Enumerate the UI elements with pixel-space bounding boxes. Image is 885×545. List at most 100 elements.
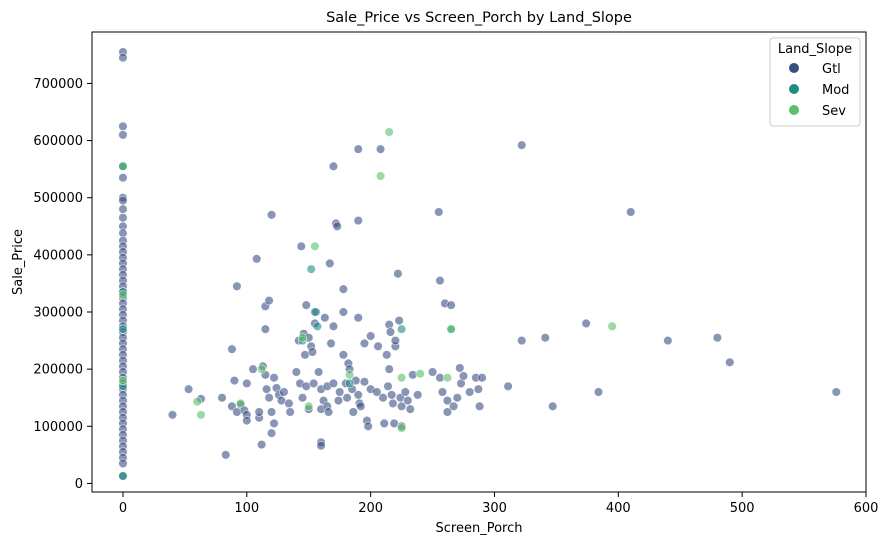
data-point-gtl — [378, 393, 388, 403]
data-point-gtl — [379, 418, 389, 429]
data-point-gtl — [328, 161, 339, 171]
data-point-gtl — [540, 333, 550, 343]
legend-title: Land_Slope — [778, 42, 852, 57]
data-point-gtl — [517, 140, 527, 150]
axes-frame — [91, 31, 867, 493]
data-point-gtl — [831, 387, 841, 397]
data-point-gtl — [316, 441, 326, 451]
data-point-gtl — [264, 393, 274, 403]
x-tick-label: 300 — [482, 501, 507, 516]
legend-marker-mod — [789, 84, 799, 94]
data-point-gtl — [387, 390, 397, 400]
data-point-gtl — [242, 378, 252, 389]
data-point-gtl — [449, 401, 459, 411]
data-point-gtl — [309, 378, 319, 389]
data-point-gtl — [517, 335, 527, 346]
data-point-gtl — [353, 144, 363, 154]
y-axis-label: Sale_Price — [11, 229, 26, 295]
data-point-sev — [236, 398, 246, 409]
data-point-sev — [344, 370, 355, 380]
data-point-gtl — [548, 401, 558, 411]
data-point-gtl — [252, 254, 262, 264]
data-point-gtl — [363, 421, 373, 431]
data-point-gtl — [229, 375, 240, 386]
data-point-sev — [397, 373, 407, 383]
data-point-gtl — [257, 439, 267, 450]
y-tick-label: 700000 — [33, 77, 83, 92]
data-point-gtl — [581, 318, 591, 329]
data-point-sev — [257, 364, 267, 374]
data-point-gtl — [118, 121, 128, 131]
data-point-gtl — [242, 415, 252, 426]
legend-label-sev: Sev — [822, 104, 846, 119]
x-tick-label: 0 — [119, 501, 127, 516]
data-point-gtl — [382, 350, 392, 360]
data-point-gtl — [373, 341, 383, 351]
data-point-gtl — [285, 407, 295, 417]
data-point-mod — [344, 378, 355, 389]
data-point-gtl — [338, 307, 348, 317]
data-point-gtl — [328, 378, 339, 389]
data-point-gtl — [269, 418, 279, 429]
data-point-sev — [118, 290, 128, 300]
data-point-sev — [607, 321, 617, 331]
legend-marker-sev — [789, 105, 799, 115]
data-point-gtl — [725, 357, 735, 367]
legend-label-mod: Mod — [822, 83, 849, 98]
data-point-gtl — [434, 207, 444, 217]
data-point-mod — [306, 264, 316, 274]
data-point-gtl — [359, 338, 370, 349]
data-point-gtl — [626, 207, 636, 217]
data-point-gtl — [167, 410, 178, 420]
data-point-gtl — [254, 407, 264, 417]
legend-label-gtl: Gtl — [822, 62, 841, 77]
data-point-sev — [118, 161, 128, 171]
data-point-gtl — [385, 327, 396, 337]
data-point-gtl — [437, 387, 448, 397]
data-point-gtl — [118, 130, 128, 140]
data-point-gtl — [118, 195, 128, 206]
data-point-gtl — [393, 269, 403, 279]
data-point-gtl — [296, 241, 306, 251]
data-point-gtl — [323, 407, 334, 417]
data-point-gtl — [332, 221, 342, 231]
data-point-gtl — [477, 373, 487, 383]
data-point-gtl — [397, 401, 407, 411]
data-point-sev — [397, 423, 407, 433]
data-point-gtl — [353, 215, 363, 226]
data-point-gtl — [264, 295, 274, 306]
y-tick-label: 300000 — [33, 306, 83, 321]
data-point-gtl — [405, 404, 415, 414]
data-point-gtl — [227, 344, 237, 354]
points-layer — [118, 47, 841, 481]
y-tick-label: 600000 — [33, 134, 83, 149]
data-point-gtl — [320, 313, 330, 323]
data-point-gtl — [248, 364, 258, 374]
data-point-gtl — [394, 315, 404, 326]
data-point-gtl — [279, 387, 289, 397]
data-point-gtl — [400, 387, 410, 397]
data-point-gtl — [266, 428, 277, 438]
data-point-gtl — [712, 333, 722, 343]
data-point-sev — [310, 241, 320, 251]
legend-items: Gtl Mod Sev — [789, 62, 849, 119]
data-point-gtl — [473, 384, 483, 394]
legend-marker-gtl — [789, 63, 799, 73]
chart-title: Sale_Price vs Screen_Porch by Land_Slope — [326, 10, 632, 26]
data-point-gtl — [452, 393, 462, 403]
data-point-gtl — [221, 450, 231, 460]
data-point-gtl — [383, 381, 393, 391]
data-point-gtl — [118, 204, 128, 214]
data-point-gtl — [442, 407, 453, 417]
x-tick-label: 400 — [606, 501, 631, 516]
x-tick-label: 600 — [854, 501, 879, 516]
data-point-mod — [397, 324, 407, 334]
data-point-gtl — [503, 381, 513, 391]
data-point-sev — [304, 401, 314, 411]
data-point-gtl — [475, 401, 485, 411]
data-point-gtl — [118, 53, 128, 63]
data-point-gtl — [375, 144, 386, 154]
y-tick-label: 400000 — [33, 248, 83, 263]
data-point-gtl — [183, 384, 194, 394]
data-point-sev — [446, 324, 456, 334]
